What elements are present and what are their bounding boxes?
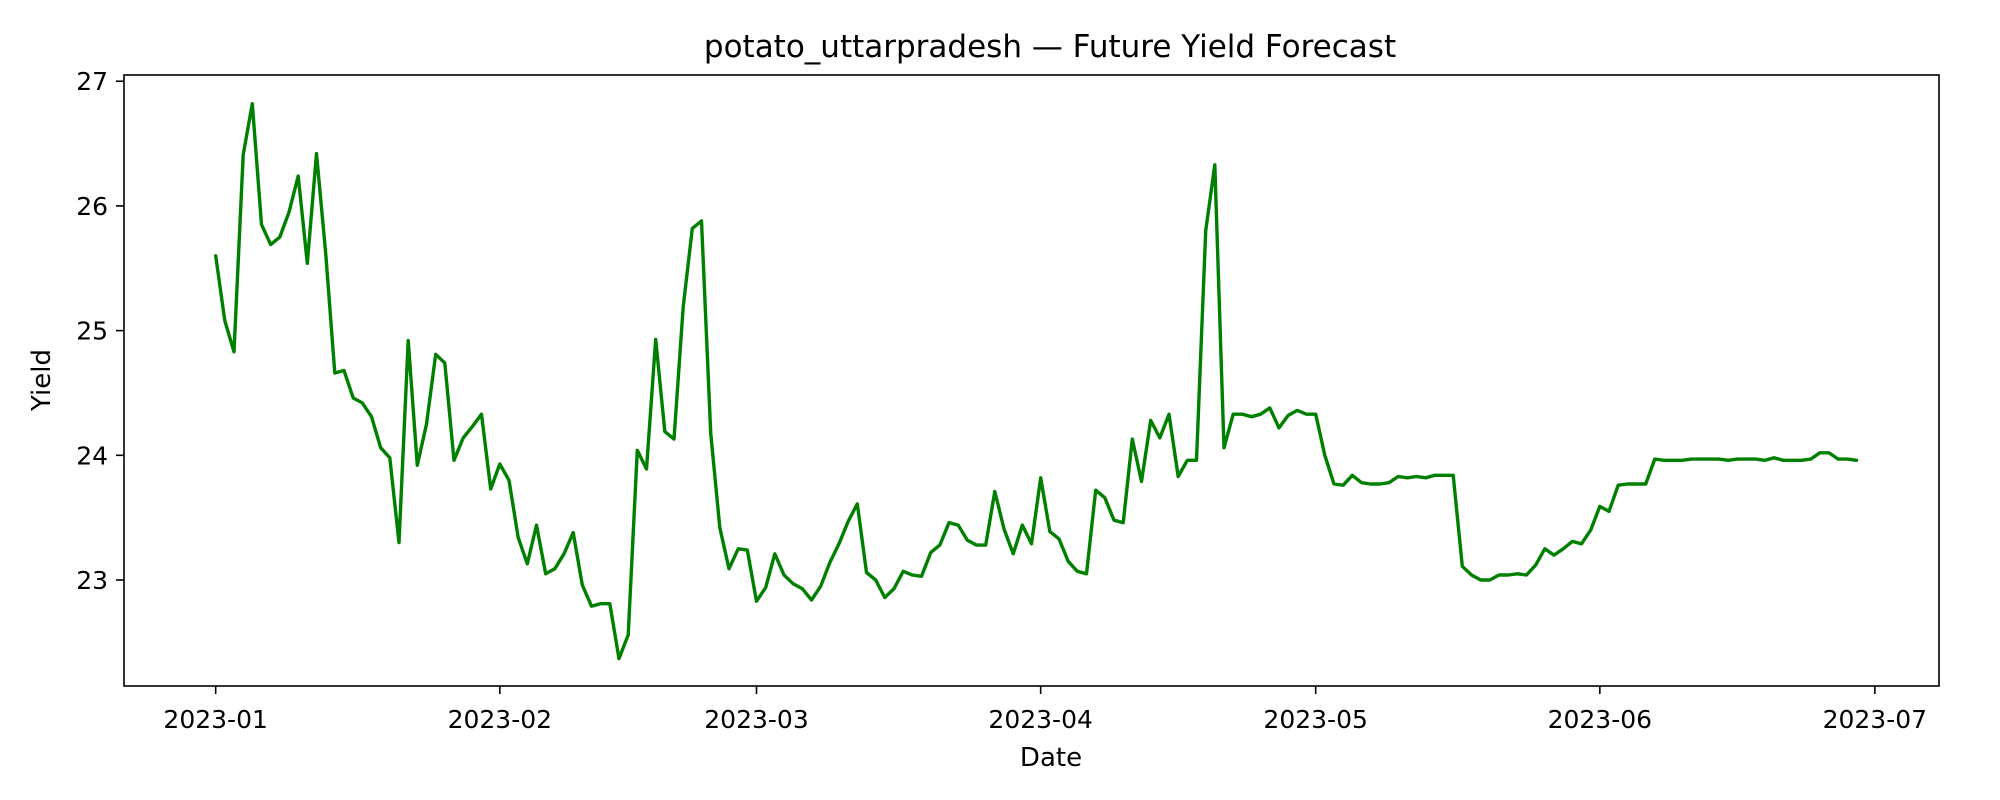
x-tick-label: 2023-03 — [704, 705, 808, 734]
y-tick-label: 23 — [76, 566, 108, 595]
y-axis: 23 24 25 26 27 — [76, 67, 124, 595]
x-tick-label: 2023-01 — [163, 705, 267, 734]
x-tick-label: 2023-02 — [448, 705, 552, 734]
x-tick-label: 2023-04 — [988, 705, 1092, 734]
x-axis: 2023-01 2023-02 2023-03 2023-04 2023-05 2023-… — [163, 686, 1927, 734]
y-tick-label: 25 — [76, 317, 108, 346]
plot-frame — [123, 74, 1940, 687]
x-tick-label: 2023-05 — [1263, 705, 1367, 734]
y-tick-label: 26 — [76, 192, 108, 221]
x-tick-label: 2023-06 — [1548, 705, 1652, 734]
chart-title: potato_uttarpradesh — Future Yield Forec… — [704, 29, 1396, 65]
y-tick-label: 24 — [76, 441, 108, 470]
y-tick-label: 27 — [76, 67, 108, 96]
x-axis-label: Date — [1020, 743, 1082, 773]
x-tick-label: 2023-07 — [1823, 705, 1927, 734]
y-axis-label: Yield — [27, 349, 57, 412]
yield-forecast-line — [214, 102, 1859, 661]
